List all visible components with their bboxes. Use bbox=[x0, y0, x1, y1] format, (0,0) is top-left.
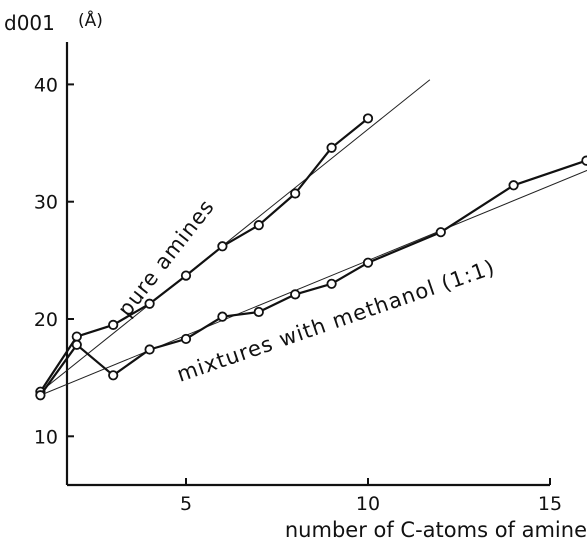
x-tick-label: 15 bbox=[538, 493, 562, 515]
y-tick-label: 40 bbox=[34, 74, 58, 96]
data-point bbox=[144, 298, 155, 309]
y-tick-label: 10 bbox=[34, 426, 58, 448]
data-point bbox=[35, 390, 46, 401]
data-point bbox=[71, 331, 82, 342]
y-axis-label: d001 bbox=[4, 11, 55, 35]
ticks: 510152010203040 bbox=[34, 74, 562, 515]
data-point bbox=[108, 319, 119, 330]
x-tick-label: 5 bbox=[180, 493, 192, 515]
data-point bbox=[326, 142, 337, 153]
data-point bbox=[362, 257, 374, 268]
data-point bbox=[581, 155, 587, 166]
data-point bbox=[144, 344, 155, 355]
data-point bbox=[180, 270, 192, 281]
y-axis-unit: (Å) bbox=[78, 9, 103, 31]
data-point bbox=[253, 220, 264, 231]
data-point bbox=[71, 339, 82, 350]
data-point bbox=[362, 113, 374, 124]
data-point bbox=[217, 241, 228, 252]
x-axis-label: number of C-atoms of amine bbox=[285, 518, 587, 542]
data-point bbox=[217, 311, 228, 322]
data-point bbox=[508, 180, 519, 191]
y-axis-title: d001 (Å) bbox=[4, 9, 103, 35]
data-point bbox=[180, 333, 192, 345]
data-point bbox=[326, 278, 337, 289]
data-point bbox=[290, 289, 301, 300]
series-label-pure-amines: pure amines bbox=[113, 195, 219, 321]
data-point bbox=[108, 370, 119, 381]
data-point bbox=[290, 188, 301, 199]
axes bbox=[65, 42, 550, 487]
data-point bbox=[435, 227, 446, 238]
y-tick-label: 20 bbox=[34, 309, 58, 331]
data-point bbox=[253, 306, 264, 318]
plot-area bbox=[35, 79, 587, 401]
fit-line-series-2 bbox=[40, 169, 587, 396]
y-tick-label: 30 bbox=[34, 192, 58, 214]
series-line-1 bbox=[39, 117, 369, 393]
x-tick-label: 10 bbox=[356, 493, 380, 515]
fit-line-series-1 bbox=[40, 79, 431, 393]
series-line-2 bbox=[39, 159, 587, 396]
